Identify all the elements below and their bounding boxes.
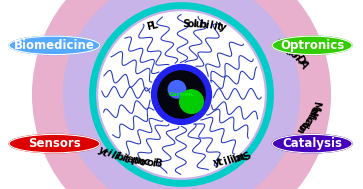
Text: y: y [218,22,227,33]
Text: Catalysis: Catalysis [282,137,342,150]
Text: i: i [151,158,157,169]
Text: b: b [114,151,125,163]
Text: p: p [129,154,139,167]
Circle shape [152,65,211,124]
Circle shape [64,0,299,189]
Text: i: i [298,121,309,129]
Text: y: y [96,145,107,157]
Text: o: o [137,156,147,168]
Text: l: l [275,42,285,51]
Text: l: l [208,20,213,31]
Text: t: t [299,119,311,127]
Text: E: E [271,39,283,51]
Text: i: i [119,153,127,163]
Text: e: e [277,42,289,54]
Circle shape [168,81,185,98]
Text: A: A [297,58,310,70]
Text: c: c [280,44,291,55]
Text: t: t [215,21,223,32]
Text: t: t [122,153,131,164]
Text: B: B [153,158,163,170]
Circle shape [158,71,205,118]
Text: m: m [131,155,145,168]
Ellipse shape [272,36,352,55]
Text: D: D [293,54,306,66]
Text: u: u [194,19,203,30]
Text: c: c [302,115,314,124]
Text: t: t [100,147,110,158]
Circle shape [33,0,330,189]
Text: M: M [309,101,321,113]
Text: l: l [225,155,232,166]
Text: b: b [231,153,241,165]
Text: t: t [217,156,224,167]
Text: y: y [212,157,221,168]
Text: r: r [285,48,296,58]
Text: t: t [282,46,294,56]
Text: Carbon: Carbon [169,92,194,97]
Text: Sensors: Sensors [28,137,81,150]
Text: a: a [301,116,313,126]
Ellipse shape [9,134,100,153]
Ellipse shape [272,134,352,153]
Circle shape [99,12,264,177]
Text: Biomedicine: Biomedicine [14,39,95,52]
Text: f: f [305,111,316,119]
Text: S: S [182,19,190,29]
Text: i: i [204,20,209,31]
Circle shape [180,90,203,113]
Text: t: t [239,152,248,163]
Text: o: o [295,122,307,132]
Text: o: o [287,49,299,60]
Text: P: P [146,20,156,32]
Text: /: / [296,58,307,66]
Text: i: i [304,114,315,120]
Text: o: o [308,104,319,113]
Text: L: L [151,20,159,31]
Text: o: o [145,157,155,169]
Text: i: i [229,154,236,165]
Text: Optronics: Optronics [280,39,344,52]
Text: l: l [108,150,116,160]
Text: i: i [104,149,113,159]
Text: o: o [186,19,194,29]
Text: n: n [293,123,306,135]
Text: i: i [221,156,228,167]
Text: a: a [125,154,135,166]
Text: d: d [307,106,319,116]
Ellipse shape [9,36,100,55]
Text: i: i [212,21,218,32]
Text: i: i [111,151,119,161]
Text: i: i [307,110,317,116]
Text: n: n [289,51,301,62]
Text: b: b [198,19,207,30]
Text: a: a [234,152,245,164]
Text: l: l [192,19,197,29]
Text: S: S [241,150,253,162]
Text: c: c [142,157,150,168]
